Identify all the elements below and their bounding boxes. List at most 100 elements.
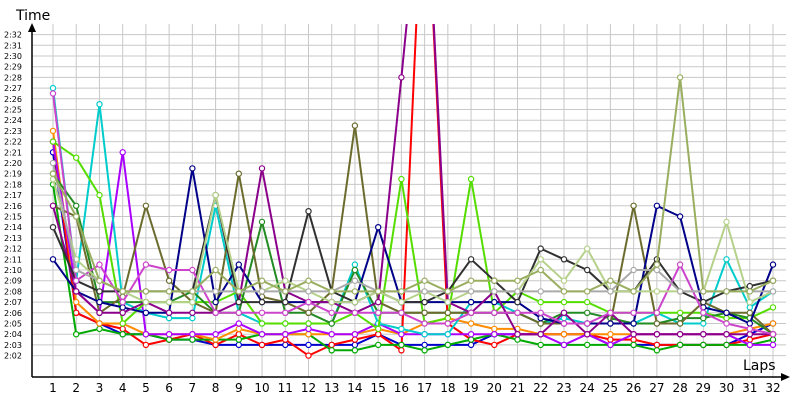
- data-point: [351, 288, 359, 295]
- data-point: [212, 266, 219, 274]
- data-point: [607, 277, 614, 284]
- y-axis-title: Time: [15, 8, 50, 24]
- x-tick-label: 18: [440, 381, 455, 395]
- x-axis-title: Laps: [743, 358, 776, 374]
- x-tick-label: 32: [765, 381, 780, 395]
- data-point: [189, 266, 196, 274]
- x-tick-label: 28: [672, 381, 687, 395]
- data-point: [584, 245, 591, 252]
- y-tick-label: 2:07: [4, 298, 22, 307]
- data-point: [560, 288, 568, 295]
- x-axis-arrow: [781, 373, 790, 381]
- data-point: [212, 191, 219, 199]
- x-tick-label: 29: [696, 381, 711, 395]
- data-point: [142, 331, 150, 338]
- y-tick-label: 2:04: [4, 330, 22, 339]
- data-point: [653, 331, 661, 338]
- data-point: [444, 298, 451, 306]
- data-point: [375, 325, 382, 333]
- data-point: [421, 309, 428, 316]
- data-point: [165, 331, 173, 338]
- data-point: [328, 341, 335, 349]
- data-point: [607, 336, 614, 343]
- data-point: [746, 320, 754, 327]
- data-point: [305, 331, 312, 338]
- data-point: [49, 90, 57, 97]
- y-tick-label: 2:20: [4, 159, 22, 168]
- x-tick-label: 10: [254, 381, 269, 395]
- data-point: [723, 309, 730, 316]
- data-point: [653, 347, 661, 354]
- series-4: [49, 127, 777, 343]
- data-point: [119, 325, 126, 333]
- data-point: [328, 347, 335, 354]
- data-point: [235, 336, 242, 343]
- data-point: [467, 256, 475, 263]
- data-point: [119, 320, 126, 327]
- data-point: [282, 298, 289, 306]
- data-point: [328, 309, 335, 316]
- data-point: [421, 277, 428, 284]
- data-point: [375, 309, 382, 316]
- data-point: [676, 288, 684, 295]
- x-tick-label: 9: [235, 381, 243, 395]
- data-point: [282, 331, 289, 338]
- data-point: [189, 314, 196, 322]
- data-point: [189, 298, 196, 306]
- data-point: [723, 331, 730, 338]
- data-point: [467, 288, 475, 295]
- data-point: [723, 320, 730, 327]
- y-tick-label: 2:22: [4, 138, 22, 147]
- x-tick-label: 19: [463, 381, 478, 395]
- data-point: [96, 191, 103, 199]
- data-point: [607, 331, 614, 338]
- data-point: [676, 74, 684, 81]
- data-point: [235, 261, 242, 268]
- data-point: [72, 202, 80, 209]
- data-point: [165, 309, 173, 316]
- data-point: [537, 320, 544, 327]
- data-point: [491, 298, 498, 306]
- data-point: [72, 154, 80, 161]
- data-point: [630, 288, 637, 295]
- data-point: [282, 277, 289, 284]
- y-tick-label: 2:02: [4, 352, 22, 361]
- data-point: [630, 202, 637, 209]
- data-point: [49, 138, 57, 145]
- data-point: [676, 261, 684, 268]
- data-point: [235, 309, 242, 316]
- data-point: [328, 320, 335, 327]
- data-point: [212, 288, 219, 295]
- data-point: [165, 288, 173, 295]
- data-point: [72, 288, 80, 295]
- data-point: [514, 331, 521, 338]
- data-point: [584, 309, 591, 316]
- data-point: [491, 309, 498, 316]
- series-line: [52, 24, 773, 336]
- data-point: [630, 266, 637, 274]
- data-point: [769, 261, 777, 268]
- data-point: [96, 277, 103, 284]
- data-point: [189, 288, 196, 295]
- data-point: [235, 331, 242, 338]
- x-tick-label: 30: [719, 381, 734, 395]
- data-point: [723, 288, 730, 295]
- data-point: [653, 320, 661, 327]
- data-point: [723, 218, 730, 226]
- y-tick-label: 2:32: [4, 31, 22, 40]
- data-point: [769, 304, 777, 311]
- series-line: [52, 178, 774, 304]
- y-tick-label: 2:29: [4, 63, 22, 72]
- data-point: [49, 84, 57, 92]
- y-tick-label: 2:09: [4, 277, 22, 286]
- x-tick-label: 14: [347, 381, 362, 395]
- data-point: [72, 266, 80, 274]
- data-point: [746, 282, 754, 290]
- data-point: [49, 256, 57, 263]
- data-point: [444, 309, 451, 316]
- data-point: [537, 314, 544, 322]
- data-point: [282, 341, 289, 349]
- data-point: [467, 175, 475, 183]
- data-point: [235, 288, 242, 295]
